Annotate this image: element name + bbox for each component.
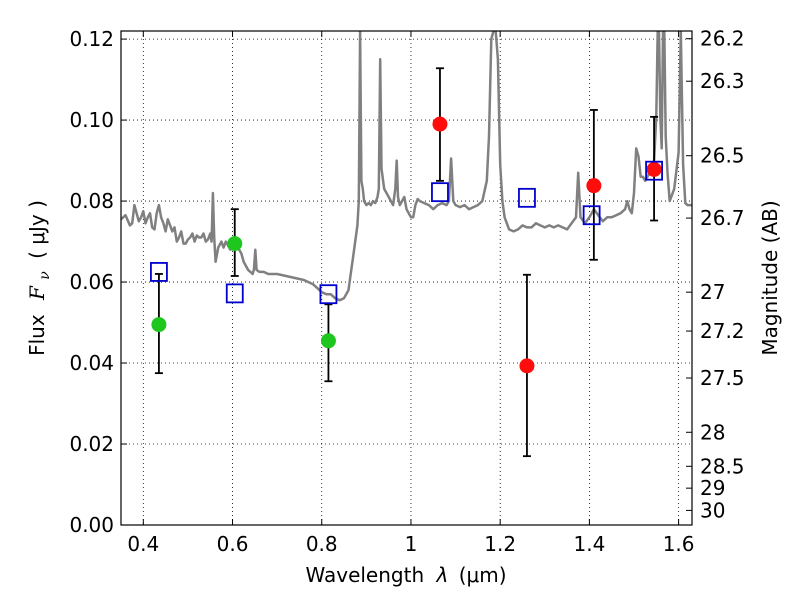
data-point-circle [519,358,535,374]
data-point-square [431,182,449,203]
x-tick-label: 0.4 [127,532,159,556]
x-axis-label: Wavelength λ (μm) [305,563,506,587]
mag-tick-label: 27 [700,280,725,304]
mag-tick-label: 26.5 [700,144,745,168]
mag-tick-label: 26.7 [700,206,745,230]
grid [121,31,692,525]
plot-frame [120,30,693,526]
data-point-circle [320,333,336,349]
y-tick-label: 0.00 [69,513,114,537]
data-point-circle [586,178,602,194]
y2-axis-label: Magnitude (AB) [758,200,782,355]
x-tick-label: 1.2 [484,532,516,556]
data-point-square [319,284,338,305]
y-tick-label: 0.02 [69,432,114,456]
ticks: 0.4 0.6 0.8 1 1.2 1.4 1.6 0.00 0.02 0.04 0.06 0.08 0… [69,27,744,556]
data-point-square [150,262,168,282]
y-tick-label: 0.12 [69,27,114,51]
series-group [121,31,692,458]
data-point-square [645,160,663,181]
mag-tick-label: 28 [700,420,725,444]
y-tick-label: 0.04 [69,351,114,375]
spectrum-line [121,31,692,302]
mag-tick-label: 30 [700,498,725,522]
x-tick-label: 0.6 [217,532,249,556]
x-tick-label: 1 [405,532,418,556]
data-point-circle [432,116,448,132]
x-tick-label: 0.8 [306,532,338,556]
mag-tick-label: 27.2 [700,319,745,343]
mag-tick-label: 26.2 [700,27,745,51]
y-tick-label: 0.10 [69,108,114,132]
data-point-square [582,205,601,226]
data-point-circle [646,161,662,177]
mag-tick-label: 27.5 [700,366,745,390]
data-point-square [518,187,536,208]
mag-tick-label: 29 [700,476,725,500]
data-point-circle [227,236,243,252]
y-axis-label: Flux F ν ( μJy ) [25,200,54,356]
mag-tick-label: 28.5 [700,454,745,478]
x-tick-label: 1.6 [663,532,695,556]
series-layer [121,31,692,458]
x-tick-label: 1.4 [573,532,605,556]
y-tick-label: 0.08 [69,189,114,213]
data-point-square [225,283,244,304]
data-point-circle [151,317,167,333]
y-tick-label: 0.06 [69,270,114,294]
mag-tick-label: 26.3 [700,69,745,93]
